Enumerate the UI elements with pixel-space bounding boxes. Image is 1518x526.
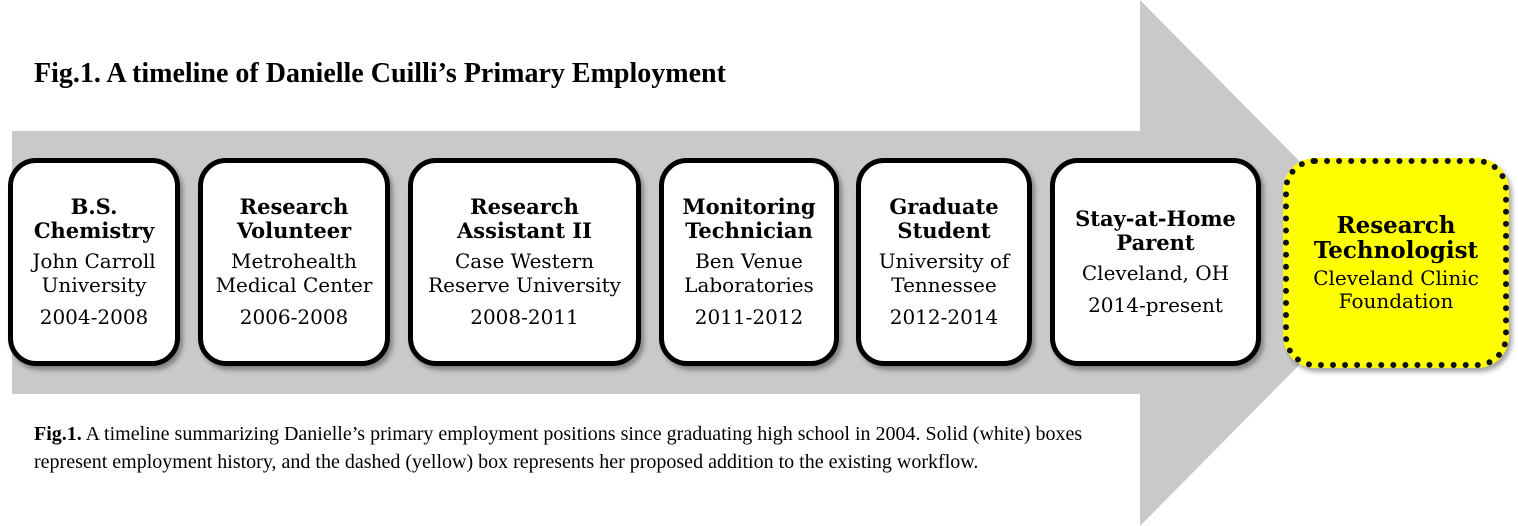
- box-years: 2004-2008: [39, 305, 149, 329]
- box-years: 2008-2011: [470, 305, 579, 329]
- box-organization: Case Western Reserve University: [428, 249, 621, 297]
- box-organization: Ben Venue Laboratories: [684, 249, 814, 297]
- box-organization: Metrohealth Medical Center: [215, 249, 373, 297]
- box-years: 2011-2012: [694, 305, 804, 329]
- box-organization: Cleveland, OH: [1081, 261, 1230, 285]
- box-organization: John Carroll University: [32, 249, 156, 297]
- box-years: 2014-present: [1088, 293, 1223, 317]
- proposed-organization: Cleveland Clinic Foundation: [1313, 266, 1479, 313]
- box-role: B.S. Chemistry: [33, 194, 155, 243]
- figure-title: Fig.1. A timeline of Danielle Cuilli’s P…: [34, 58, 726, 89]
- box-role: Monitoring Technician: [682, 194, 816, 243]
- proposed-role: Research Technologist: [1313, 212, 1479, 264]
- timeline-box-graduate-student: Graduate Student University of Tennessee…: [856, 158, 1032, 366]
- figure-caption: Fig.1. A timeline summarizing Danielle’s…: [34, 420, 1114, 476]
- caption-text: A timeline summarizing Danielle’s primar…: [34, 423, 1083, 473]
- box-role: Research Volunteer: [236, 194, 352, 243]
- box-years: 2006-2008: [239, 305, 349, 329]
- timeline-box-research-assistant: Research Assistant II Case Western Reser…: [408, 158, 641, 366]
- box-role: Stay-at-Home Parent: [1075, 206, 1236, 255]
- timeline-box-stay-at-home-parent: Stay-at-Home Parent Cleveland, OH 2014-p…: [1050, 158, 1261, 366]
- box-years: 2012-2014: [889, 305, 999, 329]
- box-role: Graduate Student: [889, 194, 999, 243]
- timeline-box-research-volunteer: Research Volunteer Metrohealth Medical C…: [198, 158, 390, 366]
- caption-label: Fig.1.: [34, 423, 82, 445]
- timeline-box-bs-chemistry: B.S. Chemistry John Carroll University 2…: [8, 158, 180, 366]
- timeline-box-monitoring-technician: Monitoring Technician Ben Venue Laborato…: [659, 158, 839, 366]
- box-organization: University of Tennessee: [878, 249, 1010, 297]
- proposed-box-research-technologist: Research Technologist Cleveland Clinic F…: [1283, 158, 1509, 368]
- box-role: Research Assistant II: [457, 194, 592, 243]
